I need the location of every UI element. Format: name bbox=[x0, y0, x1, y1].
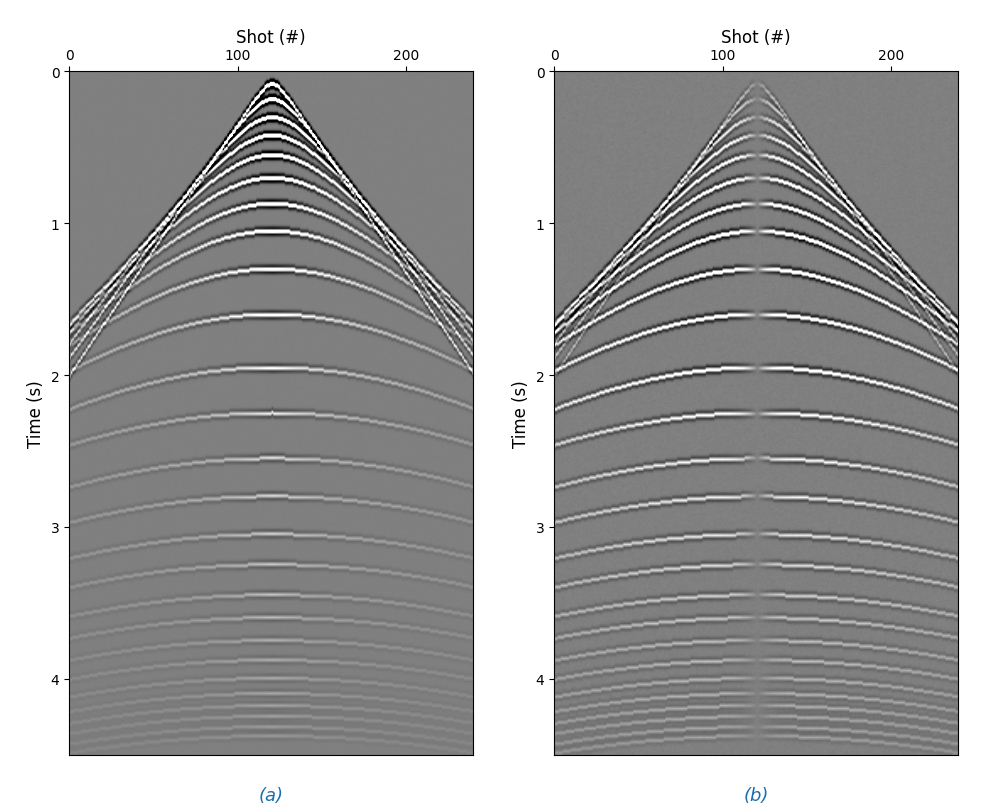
Text: (b): (b) bbox=[744, 785, 769, 803]
Text: (a): (a) bbox=[259, 785, 284, 803]
X-axis label: Shot (#): Shot (#) bbox=[236, 29, 306, 47]
X-axis label: Shot (#): Shot (#) bbox=[721, 29, 791, 47]
Y-axis label: Time (s): Time (s) bbox=[512, 380, 530, 447]
Y-axis label: Time (s): Time (s) bbox=[27, 380, 45, 447]
